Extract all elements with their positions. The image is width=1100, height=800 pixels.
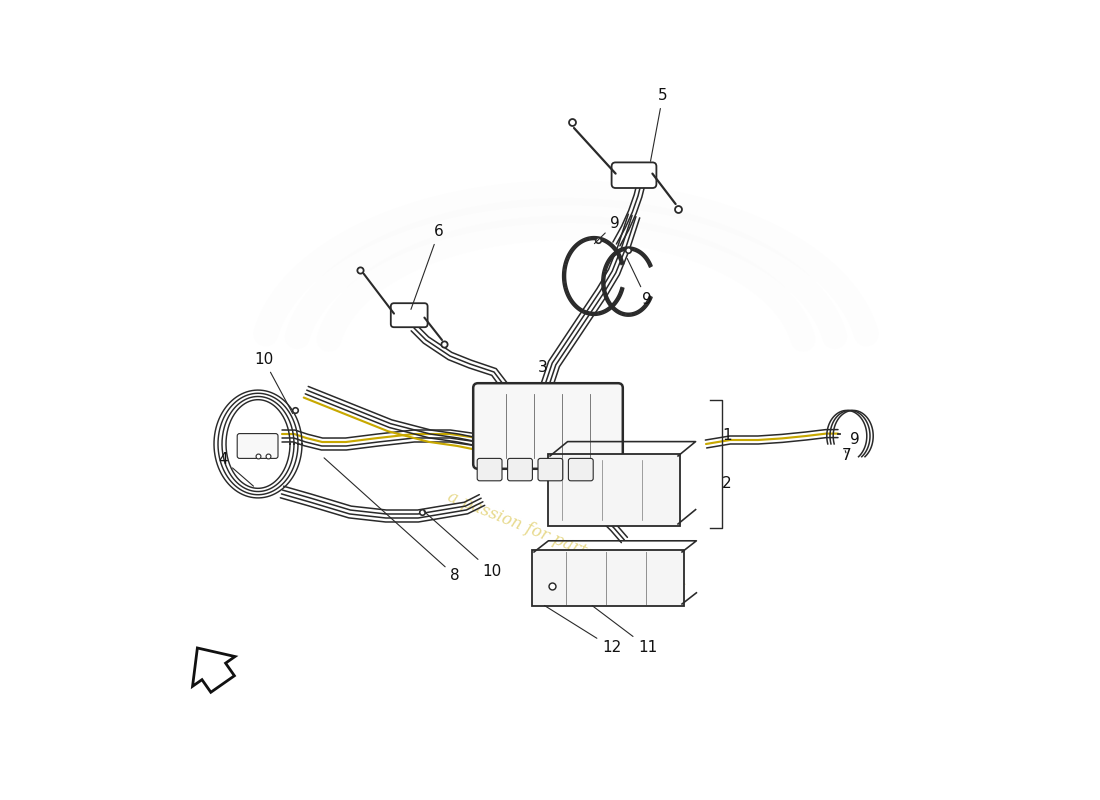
- FancyBboxPatch shape: [473, 383, 623, 469]
- Text: 11: 11: [592, 606, 658, 655]
- FancyBboxPatch shape: [531, 550, 684, 606]
- Text: 9: 9: [627, 258, 651, 307]
- FancyBboxPatch shape: [548, 454, 681, 526]
- Text: 4: 4: [218, 452, 253, 486]
- Text: 2: 2: [722, 477, 732, 491]
- Text: 3: 3: [538, 360, 548, 375]
- Text: 12: 12: [544, 606, 622, 655]
- Text: 8: 8: [324, 458, 460, 583]
- Text: 6: 6: [411, 224, 443, 310]
- FancyBboxPatch shape: [477, 458, 502, 481]
- Text: 9: 9: [850, 432, 860, 447]
- Text: 10: 10: [254, 352, 293, 414]
- FancyBboxPatch shape: [507, 458, 532, 481]
- FancyBboxPatch shape: [238, 434, 278, 458]
- Text: 1: 1: [722, 429, 732, 443]
- Text: 9: 9: [594, 216, 619, 244]
- Text: a passion for parts since 1985: a passion for parts since 1985: [446, 489, 686, 599]
- FancyBboxPatch shape: [538, 458, 563, 481]
- FancyBboxPatch shape: [569, 458, 593, 481]
- Text: 7: 7: [842, 448, 851, 463]
- FancyBboxPatch shape: [612, 162, 657, 188]
- Polygon shape: [192, 648, 235, 692]
- FancyBboxPatch shape: [390, 303, 428, 327]
- Text: 10: 10: [425, 511, 502, 579]
- Text: 5: 5: [650, 88, 668, 162]
